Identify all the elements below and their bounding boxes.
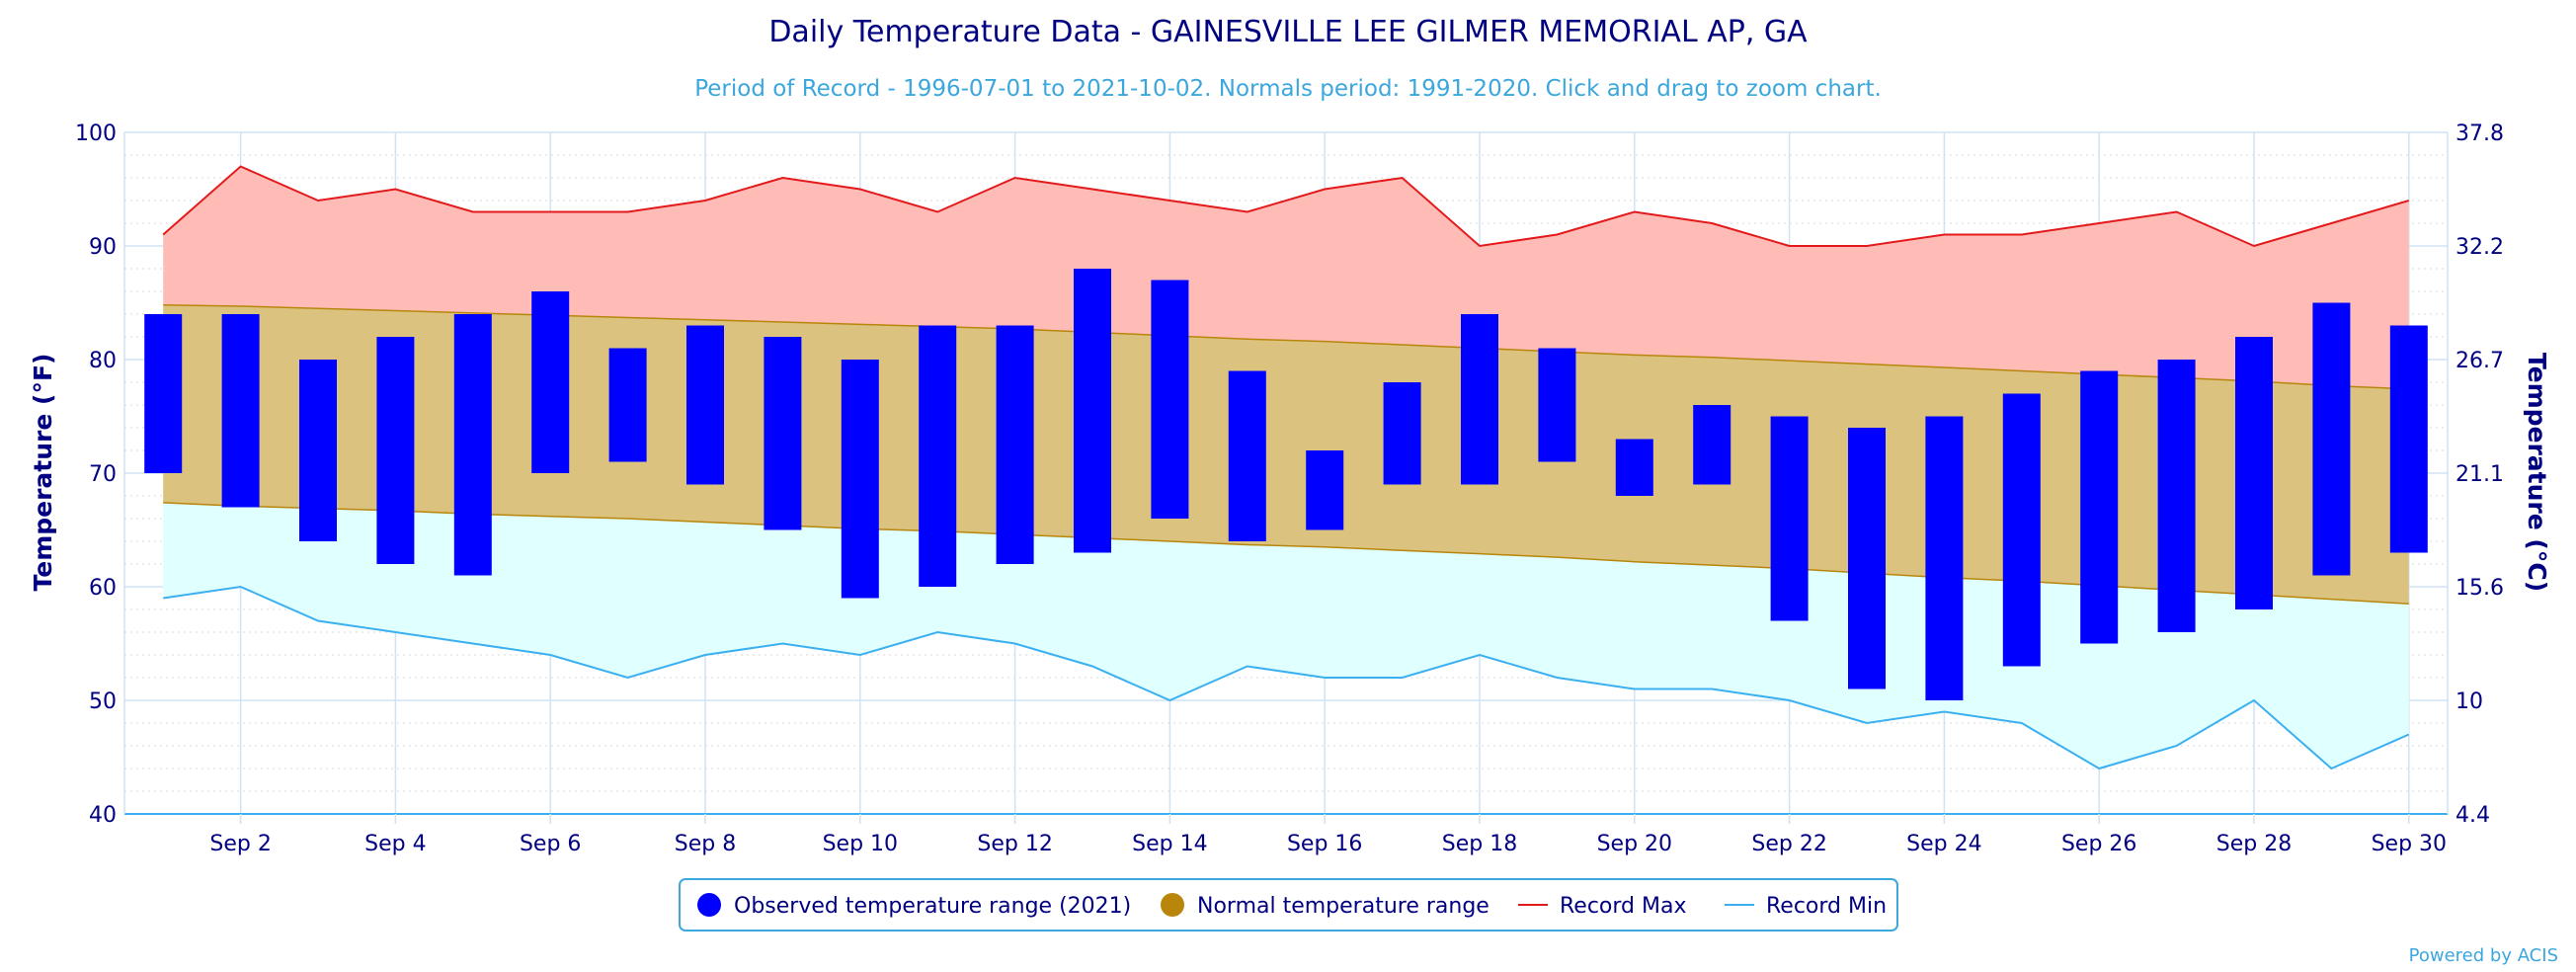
observed-range-bar[interactable] <box>1306 450 1344 530</box>
x-tick-label: Sep 22 <box>1751 832 1826 856</box>
record-max-line <box>162 165 2410 248</box>
y-tick-label-left: 40 <box>89 803 117 828</box>
observed-range-bar[interactable] <box>1074 269 1111 553</box>
observed-range-bar[interactable] <box>1151 280 1189 520</box>
observed-range-bar[interactable] <box>2235 337 2273 609</box>
observed-range-bar[interactable] <box>531 291 570 473</box>
observed-range-bar[interactable] <box>1925 416 1964 701</box>
observed-range-bar[interactable] <box>1228 370 1266 542</box>
observed-range-bar[interactable] <box>453 314 492 576</box>
y-axis-title-right: Temperature (°C) <box>2523 353 2551 592</box>
legend-record-min-label: Record Min <box>1766 894 1887 919</box>
y-axis-title-left: Temperature (°F) <box>29 354 57 592</box>
x-tick-label: Sep 28 <box>2216 832 2292 856</box>
y-tick-label-right: 15.6 <box>2455 576 2504 601</box>
observed-range-bar[interactable] <box>1693 405 1731 485</box>
y-tick-label-right: 37.8 <box>2455 122 2504 146</box>
observed-range-bar[interactable] <box>764 337 802 530</box>
observed-range-bar[interactable] <box>608 348 647 462</box>
observed-range-bar[interactable] <box>919 325 957 588</box>
x-tick-label: Sep 8 <box>675 832 736 856</box>
y-tick-label-left: 100 <box>75 122 117 146</box>
y-tick-label-right: 21.1 <box>2455 462 2504 487</box>
observed-range-bar[interactable] <box>221 314 260 508</box>
legend-normal-label: Normal temperature range <box>1197 894 1489 919</box>
record-min-line <box>163 585 2410 770</box>
chart-subtitle: Period of Record - 1996-07-01 to 2021-10… <box>694 76 1882 102</box>
observed-range-bar[interactable] <box>1383 382 1421 485</box>
y-tick-label-left: 80 <box>89 349 117 373</box>
observed-range-bar[interactable] <box>2080 370 2119 644</box>
legend-box <box>679 878 1898 932</box>
legend: Observed temperature range (2021) Normal… <box>679 878 1898 932</box>
record-max-area <box>163 166 2409 389</box>
observed-range-bar[interactable] <box>299 360 337 541</box>
observed-range-bar[interactable] <box>841 360 879 599</box>
x-tick-label: Sep 2 <box>209 832 271 856</box>
y-tick-label-right: 4.4 <box>2455 803 2490 828</box>
x-tick-label: Sep 6 <box>520 832 581 856</box>
legend-record-max-label: Record Max <box>1560 894 1687 919</box>
record-min-area <box>163 502 2409 769</box>
legend-item-observed[interactable]: Observed temperature range (2021) <box>697 893 1131 919</box>
area-fills <box>163 166 2409 769</box>
x-tick-label: Sep 10 <box>823 832 898 856</box>
normal-range-area <box>163 304 2409 605</box>
record-lines <box>162 165 2410 770</box>
observed-range-bar[interactable] <box>1538 348 1576 462</box>
x-tick-label: Sep 12 <box>977 832 1052 856</box>
chart-title: Daily Temperature Data - GAINESVILLE LEE… <box>768 15 1808 49</box>
x-tick-label: Sep 16 <box>1287 832 1362 856</box>
credit-link[interactable]: Powered by ACIS <box>2409 945 2558 966</box>
x-tick-label: Sep 20 <box>1597 832 1672 856</box>
y-tick-label-left: 90 <box>89 235 117 260</box>
y-tick-label-left: 60 <box>89 576 117 601</box>
observed-range-bar[interactable] <box>144 314 183 473</box>
observed-range-bar[interactable] <box>2157 360 2196 632</box>
observed-range-bar[interactable] <box>2312 302 2351 576</box>
legend-normal-marker-icon <box>1161 893 1184 917</box>
legend-observed-label: Observed temperature range (2021) <box>734 894 1131 919</box>
legend-observed-marker-icon <box>697 893 721 917</box>
y-tick-label-right: 10 <box>2455 689 2483 714</box>
x-tick-label: Sep 26 <box>2061 832 2136 856</box>
legend-item-normal[interactable]: Normal temperature range <box>1161 893 1489 919</box>
y-tick-label-right: 32.2 <box>2455 235 2504 260</box>
observed-range-bar[interactable] <box>2389 325 2428 553</box>
observed-range-bar[interactable] <box>996 325 1034 565</box>
x-tick-label: Sep 18 <box>1442 832 1517 856</box>
y-tick-label-left: 70 <box>89 462 117 487</box>
axes: 40 50 60 70 80 90 100 4.4 10 15.6 21.1 26.7 32.2 37.8… <box>75 122 2504 856</box>
observed-range-bar[interactable] <box>1848 428 1886 689</box>
y-tick-label-left: 50 <box>89 689 117 714</box>
x-tick-label: Sep 14 <box>1132 832 1207 856</box>
x-tick-label: Sep 4 <box>364 832 426 856</box>
observed-range-bar[interactable] <box>1770 416 1809 621</box>
observed-range-bar[interactable] <box>1615 439 1653 497</box>
observed-range-bar[interactable] <box>2002 393 2041 667</box>
observed-range-bar[interactable] <box>1461 314 1498 485</box>
observed-range-bar[interactable] <box>686 325 724 485</box>
observed-range-bar[interactable] <box>376 337 415 564</box>
x-tick-label: Sep 24 <box>1906 832 1981 856</box>
legend-item-record-min[interactable]: Record Min <box>1725 894 1887 919</box>
observed-bars[interactable] <box>144 269 2428 700</box>
y-tick-label-right: 26.7 <box>2455 349 2504 373</box>
legend-item-record-max[interactable]: Record Max <box>1518 894 1687 919</box>
x-tick-label: Sep 30 <box>2372 832 2447 856</box>
